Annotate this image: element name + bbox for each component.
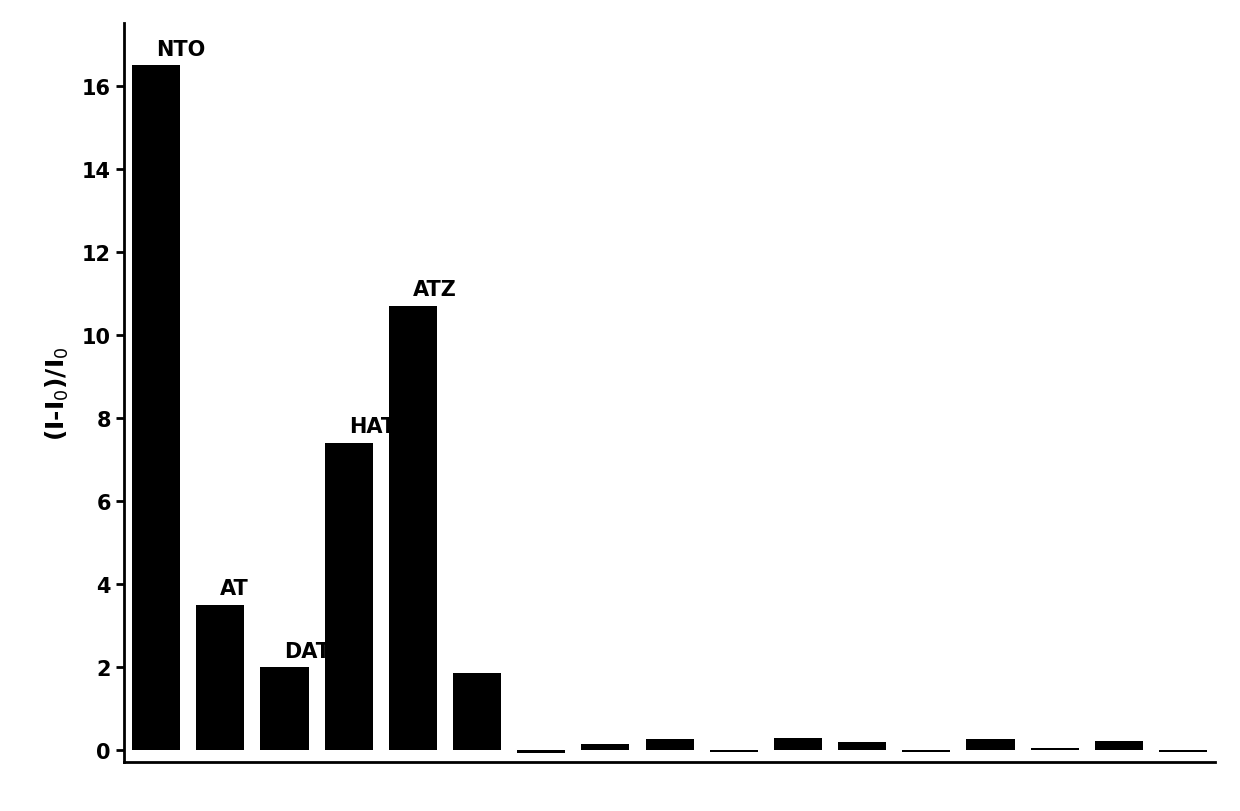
Bar [709, 750, 758, 752]
Y-axis label: (I-I$_0$)/I$_0$: (I-I$_0$)/I$_0$ [43, 346, 71, 440]
Bar [517, 750, 565, 753]
Text: DAT: DAT [284, 641, 331, 661]
Bar [260, 667, 309, 750]
Bar [903, 750, 950, 752]
Bar [389, 307, 436, 750]
Bar [1095, 740, 1143, 750]
Bar [838, 741, 887, 750]
Bar [774, 738, 822, 750]
Bar [966, 740, 1014, 750]
Bar [582, 744, 630, 750]
Text: AT: AT [221, 578, 249, 599]
Bar [196, 605, 244, 750]
Text: HAT: HAT [348, 417, 394, 437]
Bar [1159, 750, 1208, 752]
Text: ATZ: ATZ [413, 280, 456, 300]
Text: NTO: NTO [156, 40, 206, 59]
Bar [325, 443, 373, 750]
Bar [1030, 748, 1079, 750]
Bar [646, 739, 693, 750]
Bar [453, 673, 501, 750]
Bar [131, 66, 180, 750]
